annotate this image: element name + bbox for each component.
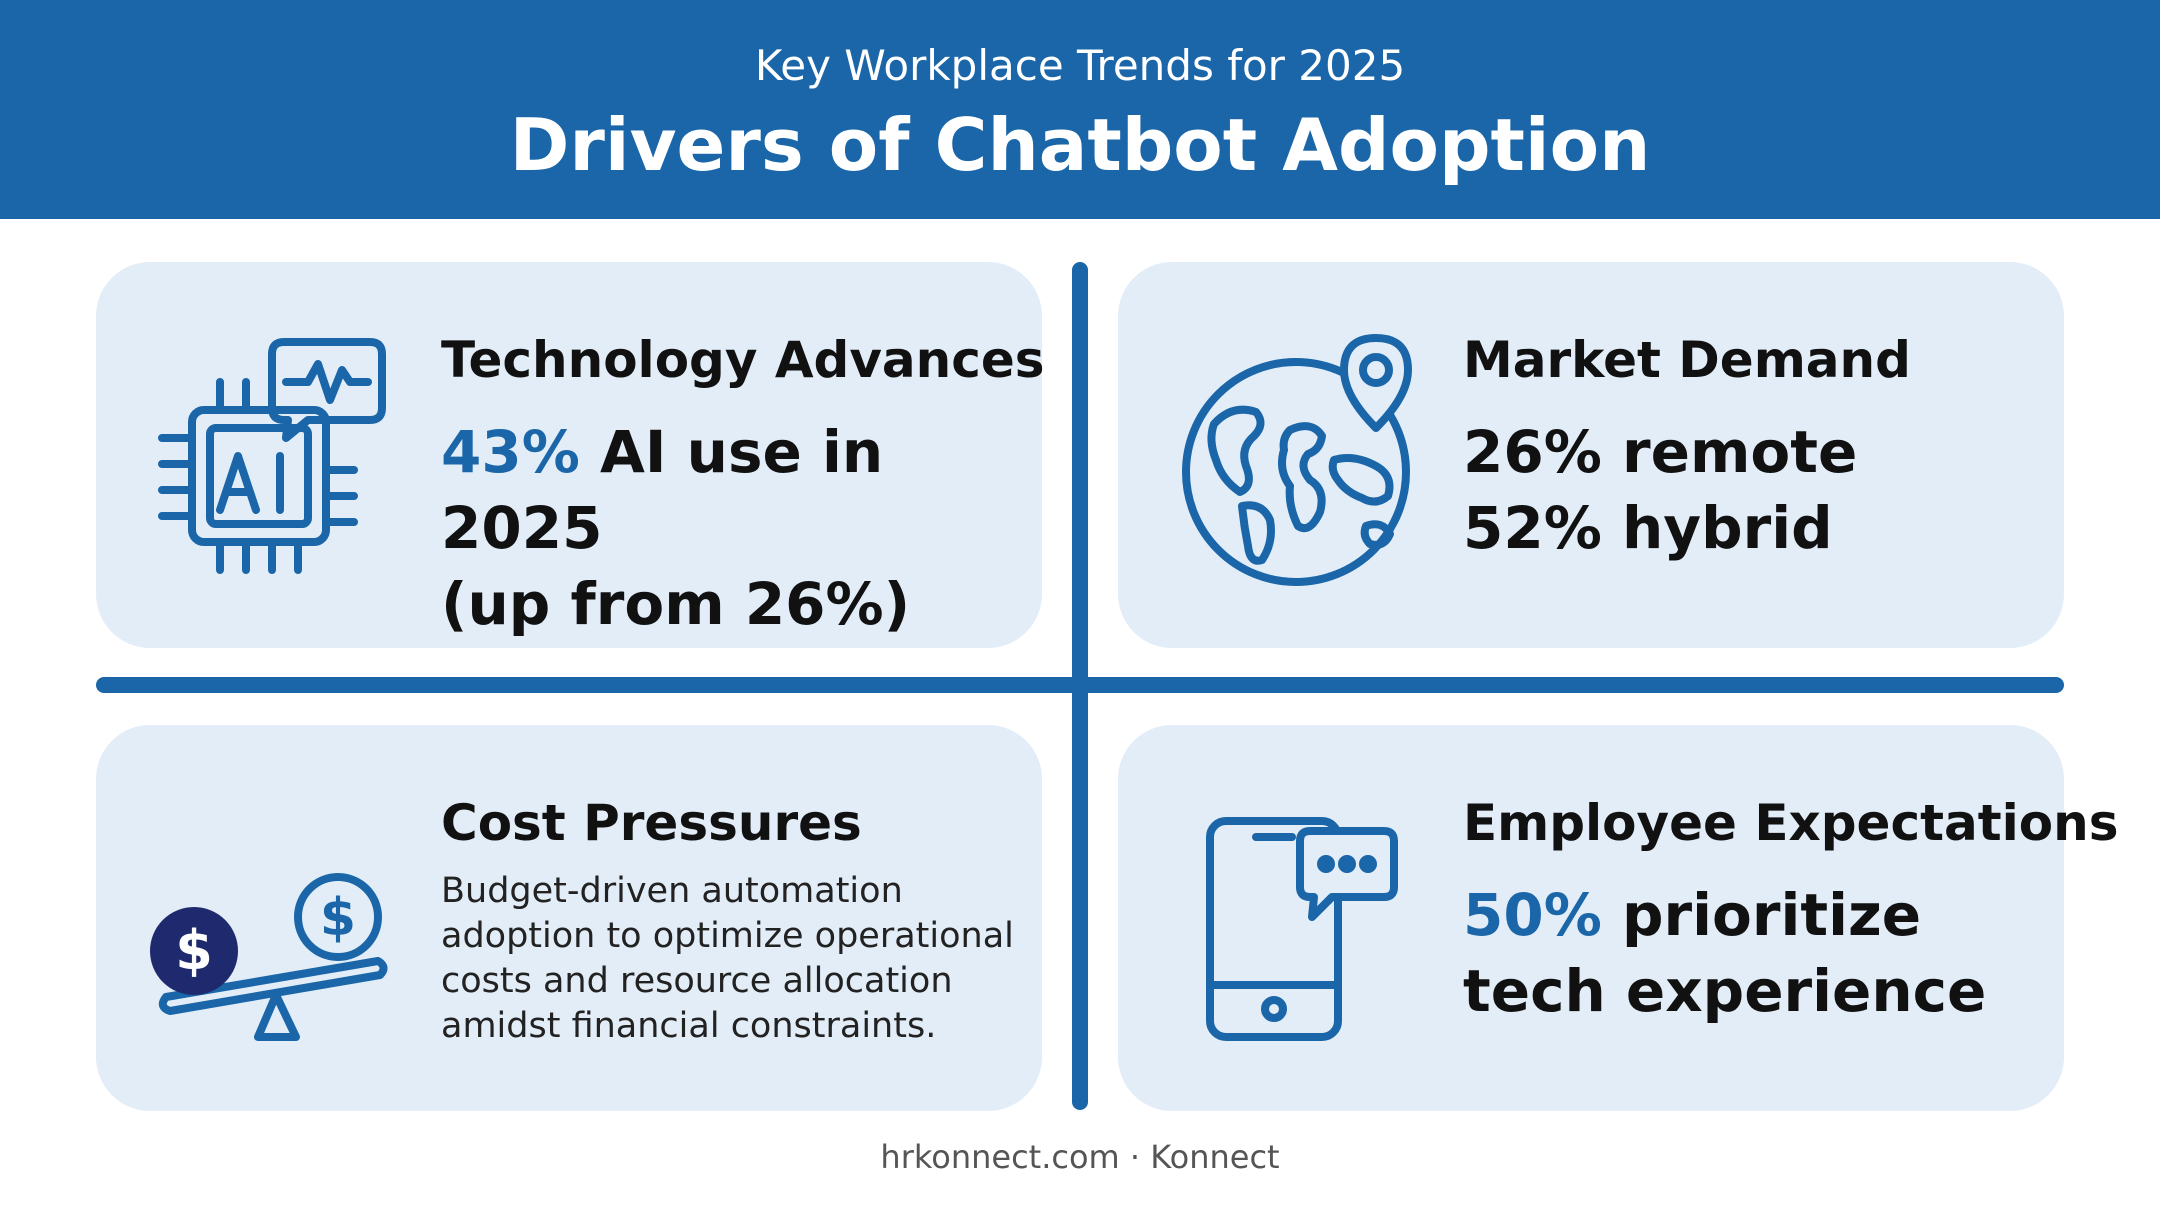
- employee-stat-line-1: 50% prioritize: [1463, 877, 2043, 953]
- svg-text:$: $: [175, 919, 213, 982]
- technology-title: Technology Advances: [441, 331, 1045, 389]
- technology-stat-text: AI use in 2025: [441, 418, 884, 562]
- ai-chip-chat-icon: [148, 320, 428, 600]
- smartphone-chat-icon: [1170, 783, 1450, 1063]
- employee-stat-line-2: tech experience: [1463, 957, 1987, 1025]
- technology-advances-card: Technology Advances 43% AI use in 2025 (…: [96, 262, 1045, 648]
- market-title: Market Demand: [1463, 331, 1911, 389]
- employee-stat-highlight: 50%: [1463, 881, 1602, 949]
- horizontal-divider: [96, 677, 2064, 693]
- cost-content: Cost Pressures Budget-driven automation …: [441, 791, 1021, 1049]
- globe-location-pin-icon: [1170, 320, 1450, 600]
- cost-description-line: Budget-driven automation: [441, 871, 903, 911]
- footer-credit: hrkonnect.com · Konnect: [880, 1138, 1280, 1176]
- header-banner: Key Workplace Trends for 2025 Drivers of…: [0, 0, 2160, 219]
- technology-content: Technology Advances 43% AI use in 2025 (…: [441, 328, 1045, 642]
- employee-expectations-card: Employee Expectations 50% prioritize tec…: [1118, 725, 2119, 1111]
- technology-stat-line-2: (up from 26%): [441, 570, 911, 638]
- employee-content: Employee Expectations 50% prioritize tec…: [1463, 791, 2119, 1029]
- cost-pressures-card: $ $ Cost Pressures Budget-driven automat…: [96, 725, 1042, 1111]
- page-title: Drivers of Chatbot Adoption: [509, 103, 1651, 187]
- technology-stat-highlight: 43%: [441, 418, 580, 486]
- market-stat-line-2: 52% hybrid: [1463, 494, 1833, 562]
- cost-description-line: costs and resource allocation: [441, 961, 953, 1001]
- technology-stat-line-1: 43% AI use in 2025: [441, 414, 1021, 566]
- cost-description-line: amidst financial constraints.: [441, 1006, 937, 1046]
- market-content: Market Demand 26% remote 52% hybrid: [1463, 328, 2043, 566]
- svg-text:$: $: [320, 888, 356, 948]
- employee-stat-text: prioritize: [1601, 881, 1922, 949]
- cost-description: Budget-driven automation adoption to opt…: [441, 869, 1021, 1049]
- market-stat-line-1: 26% remote: [1463, 418, 1858, 486]
- cost-title: Cost Pressures: [441, 794, 862, 852]
- header-subtitle: Key Workplace Trends for 2025: [754, 41, 1406, 90]
- cost-description-line: adoption to optimize operational: [441, 916, 1014, 956]
- market-demand-card: Market Demand 26% remote 52% hybrid: [1118, 262, 2064, 648]
- coins-balance-scale-icon: $ $: [148, 783, 428, 1063]
- employee-title: Employee Expectations: [1463, 794, 2119, 852]
